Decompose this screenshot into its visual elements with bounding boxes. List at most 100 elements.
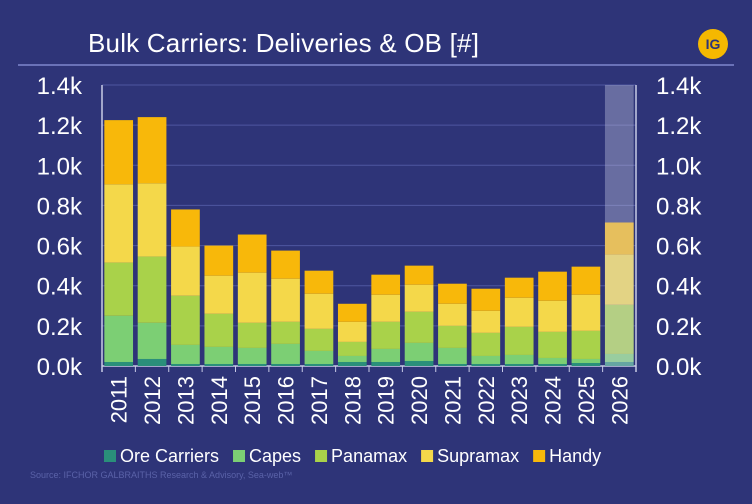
bar-ore-carriers-2022 — [471, 363, 501, 366]
legend-swatch-capes — [233, 450, 246, 462]
x-tick-label: 2014 — [207, 376, 232, 425]
bar-panamax-2021 — [438, 325, 467, 348]
y-tick-label-left: 1.0k — [37, 153, 83, 180]
y-tick-label-right: 0.0k — [656, 354, 702, 381]
bar-capes-2024 — [538, 357, 567, 364]
x-tick-label: 2026 — [607, 376, 632, 425]
bar-panamax-2015 — [237, 322, 267, 348]
bar-supramax-2011 — [104, 184, 134, 263]
x-tick-label: 2018 — [340, 376, 365, 425]
bar-capes-2021 — [438, 347, 467, 364]
bar-supramax-2026 — [604, 254, 634, 305]
bar-supramax-2015 — [237, 272, 267, 323]
y-tick-label-right: 0.4k — [656, 274, 702, 301]
bar-ore-carriers-2016 — [271, 363, 300, 366]
legend-label-supramax: Supramax — [437, 446, 519, 466]
bar-ore-carriers-2020 — [404, 360, 434, 366]
bar-supramax-2012 — [137, 183, 167, 257]
bar-handy-2020 — [404, 265, 434, 285]
bar-ore-carriers-2013 — [171, 363, 200, 366]
bar-panamax-2011 — [104, 262, 134, 316]
bar-handy-2025 — [571, 266, 601, 295]
legend-label-handy: Handy — [549, 446, 601, 466]
y-tick-label-left: 0.6k — [37, 234, 83, 261]
legend-label-capes: Capes — [249, 446, 301, 466]
legend-swatch-ore-carriers — [104, 450, 116, 462]
bar-panamax-2020 — [404, 311, 434, 343]
bar-supramax-2019 — [371, 294, 401, 322]
legend-swatch-handy — [533, 450, 546, 462]
x-tick-label: 2019 — [374, 376, 399, 425]
bar-ore-carriers-2012 — [137, 358, 167, 366]
bar-capes-2019 — [371, 348, 401, 362]
bar-ore-carriers-2011 — [104, 361, 134, 366]
bar-ore-carriers-2017 — [304, 363, 334, 366]
bar-ore-carriers-2018 — [337, 361, 367, 366]
bar-capes-2026 — [604, 353, 634, 362]
bar-supramax-2018 — [337, 321, 367, 342]
legend-swatch-panamax — [315, 450, 328, 462]
bar-ore-carriers-2025 — [571, 362, 601, 366]
legend-label-ore-carriers: Ore Carriers — [120, 446, 219, 466]
bar-capes-2018 — [337, 355, 367, 362]
bar-supramax-2014 — [204, 275, 234, 314]
projection-overlay-2026 — [604, 85, 634, 366]
chart-title: Bulk Carriers: Deliveries & OB [#] — [88, 28, 480, 58]
x-tick-label: 2013 — [173, 376, 198, 425]
bar-panamax-2026 — [604, 304, 634, 354]
bar-capes-2012 — [137, 322, 167, 359]
bar-supramax-2023 — [504, 297, 534, 327]
bar-supramax-2025 — [571, 294, 601, 331]
bar-panamax-2024 — [538, 331, 567, 358]
bar-handy-2023 — [504, 277, 534, 298]
bar-handy-2015 — [237, 234, 267, 273]
bar-panamax-2014 — [204, 313, 234, 347]
y-tick-label-left: 0.2k — [37, 314, 83, 341]
bar-handy-2021 — [438, 283, 467, 304]
bar-ore-carriers-2021 — [438, 363, 467, 366]
y-tick-label-right: 1.0k — [656, 153, 702, 180]
bar-panamax-2025 — [571, 330, 601, 359]
x-tick-label: 2022 — [474, 376, 499, 425]
bar-capes-2023 — [504, 354, 534, 364]
bar-capes-2017 — [304, 350, 334, 364]
bar-handy-2012 — [137, 117, 167, 184]
bar-ore-carriers-2019 — [371, 361, 401, 366]
y-tick-label-right: 0.6k — [656, 234, 702, 261]
bar-panamax-2012 — [137, 256, 167, 323]
bar-ore-carriers-2014 — [204, 363, 234, 366]
ig-logo: IG — [698, 29, 728, 59]
bar-handy-2013 — [171, 209, 200, 247]
y-tick-label-right: 0.8k — [656, 193, 702, 220]
bar-panamax-2016 — [271, 321, 300, 344]
bar-handy-2022 — [471, 288, 501, 311]
bar-ore-carriers-2026 — [604, 361, 634, 366]
bar-capes-2022 — [471, 355, 501, 364]
x-tick-label: 2015 — [240, 376, 265, 425]
bar-panamax-2013 — [171, 295, 200, 345]
bar-capes-2011 — [104, 315, 134, 362]
bar-handy-2018 — [337, 303, 367, 322]
bar-supramax-2022 — [471, 310, 501, 333]
bar-capes-2014 — [204, 346, 234, 364]
bar-supramax-2021 — [438, 303, 467, 326]
y-tick-label-left: 1.4k — [37, 73, 83, 100]
y-tick-label-left: 0.8k — [37, 193, 83, 220]
y-tick-label-right: 0.2k — [656, 314, 702, 341]
bar-supramax-2024 — [538, 300, 567, 332]
x-tick-label: 2017 — [307, 376, 332, 425]
y-tick-label-left: 1.2k — [37, 113, 83, 140]
y-tick-label-left: 0.0k — [37, 354, 83, 381]
bar-ore-carriers-2023 — [504, 363, 534, 366]
bar-panamax-2019 — [371, 321, 401, 349]
bar-handy-2014 — [204, 245, 234, 276]
bar-supramax-2016 — [271, 278, 300, 322]
y-tick-label-left: 0.4k — [37, 274, 83, 301]
bar-capes-2015 — [237, 347, 267, 364]
bar-supramax-2017 — [304, 293, 334, 329]
bar-capes-2013 — [171, 344, 200, 364]
x-tick-label: 2021 — [440, 376, 465, 425]
bar-panamax-2023 — [504, 326, 534, 355]
bar-ore-carriers-2015 — [237, 363, 267, 366]
